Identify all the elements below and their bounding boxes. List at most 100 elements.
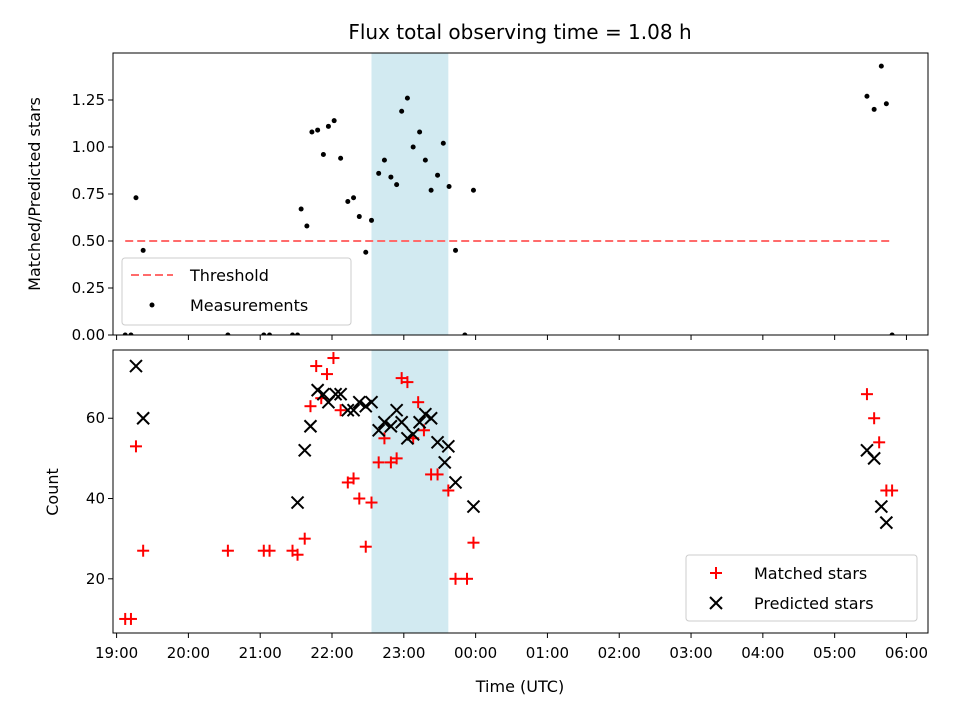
measurements-point <box>133 195 139 201</box>
top-y-tick-label: 0.50 <box>72 232 105 250</box>
matched-stars-point <box>310 360 323 373</box>
measurements-point <box>351 195 357 201</box>
matched-stars-point <box>868 412 881 425</box>
measurements-point <box>331 118 337 124</box>
measurements-point <box>417 129 423 135</box>
measurements-point <box>440 140 446 146</box>
x-tick-label: 00:00 <box>454 644 497 662</box>
predicted-stars-point <box>328 387 343 401</box>
measurements-point <box>267 332 273 335</box>
measurements-point <box>410 144 416 150</box>
matched-stars-point <box>221 544 234 557</box>
matched-stars-point <box>401 376 414 389</box>
predicted-stars-point <box>371 423 386 437</box>
predicted-stars-point <box>412 415 427 429</box>
bottom-legend-box <box>685 554 918 622</box>
legend-threshold-label: Threshold <box>189 266 269 285</box>
x-tick-label: 05:00 <box>813 644 856 662</box>
predicted-stars-point <box>136 411 150 425</box>
legend-measurements-label: Measurements <box>190 296 308 315</box>
measurements-point <box>871 106 877 112</box>
measurements-point <box>290 332 296 335</box>
matched-stars-point <box>347 472 360 485</box>
measurements-point <box>878 63 884 69</box>
measurements-point <box>446 183 452 189</box>
bottom-legend: Matched stars Predicted stars <box>685 554 918 622</box>
measurements-point <box>338 155 344 161</box>
measurements-point <box>422 157 428 163</box>
matched-stars-point <box>412 396 425 409</box>
predicted-stars-point <box>430 435 445 450</box>
matched-stars-point <box>467 536 480 549</box>
matched-stars-point <box>137 544 150 557</box>
predicted-stars-point <box>352 395 367 409</box>
matched-stars-point <box>461 572 474 585</box>
predicted-stars-point <box>359 399 373 413</box>
chart-title: Flux total observing time = 1.08 h <box>348 20 691 44</box>
matched-stars-point <box>291 548 304 561</box>
matched-stars-point <box>431 468 444 481</box>
predicted-stars-point <box>316 387 331 401</box>
predicted-stars-point <box>466 499 481 514</box>
x-tick-label: 01:00 <box>526 644 569 662</box>
matched-stars-point <box>129 440 142 453</box>
predicted-stars-point <box>406 427 420 442</box>
measurements-point <box>470 187 476 193</box>
top-y-tick-label: 0.25 <box>72 279 105 297</box>
top-y-tick-label: 1.25 <box>72 91 105 109</box>
x-tick-label: 19:00 <box>95 644 138 662</box>
predicted-stars-point <box>290 495 305 510</box>
top-panel: 0.00 0.25 0.50 0.75 1.00 1.25 <box>72 52 929 344</box>
predicted-stars-point <box>303 419 318 433</box>
measurements-point <box>128 332 134 335</box>
x-tick-label: 20:00 <box>167 644 210 662</box>
matched-stars-point <box>372 456 385 469</box>
predicted-stars-point <box>448 475 463 490</box>
x-tick-label: 03:00 <box>669 644 712 662</box>
matched-stars-point <box>860 388 873 401</box>
measurements-point <box>356 214 362 220</box>
matched-stars-point <box>298 532 311 545</box>
measurements-point <box>363 249 369 255</box>
top-markers <box>122 63 895 335</box>
matched-stars-point <box>442 484 455 497</box>
measurements-point <box>883 101 889 107</box>
predicted-stars-point <box>384 419 398 433</box>
bottom-markers <box>119 352 899 625</box>
matched-stars-point <box>390 452 403 465</box>
top-y-tick-label: 0.00 <box>72 326 105 344</box>
predicted-stars-point <box>377 415 392 429</box>
measurements-point <box>140 247 146 253</box>
measurements-point <box>428 187 434 193</box>
matched-stars-point <box>886 484 899 497</box>
predicted-stars-point <box>438 455 452 470</box>
predicted-stars-point <box>418 407 433 421</box>
measurements-point <box>404 95 410 101</box>
measurements-point <box>864 93 870 99</box>
x-tick-label: 23:00 <box>382 644 425 662</box>
measurements-point <box>376 170 382 176</box>
top-y-tick-label: 0.75 <box>72 185 105 203</box>
measurements-point <box>261 332 267 335</box>
matched-stars-point <box>449 572 462 585</box>
predicted-stars-point <box>879 515 894 530</box>
predicted-stars-point <box>424 411 438 425</box>
measurements-point <box>122 332 128 335</box>
predicted-stars-point <box>346 403 361 417</box>
measurements-point <box>320 152 326 158</box>
measurements-point <box>453 247 459 253</box>
legend-matched-swatch <box>710 567 722 579</box>
predicted-stars-point <box>400 431 415 446</box>
predicted-stars-point <box>874 499 889 514</box>
measurements-point <box>315 127 321 133</box>
x-tick-label: 04:00 <box>741 644 784 662</box>
x-tick-label: 21:00 <box>239 644 282 662</box>
predicted-stars-point <box>341 403 355 417</box>
bottom-y-tick-label: 20 <box>86 570 105 588</box>
measurements-point <box>399 108 405 114</box>
measurements-point <box>388 174 394 180</box>
legend-predicted-swatch <box>709 596 723 610</box>
top-shaded-span <box>371 53 449 335</box>
predicted-stars-point <box>394 415 409 429</box>
predicted-stars-point <box>333 387 348 401</box>
